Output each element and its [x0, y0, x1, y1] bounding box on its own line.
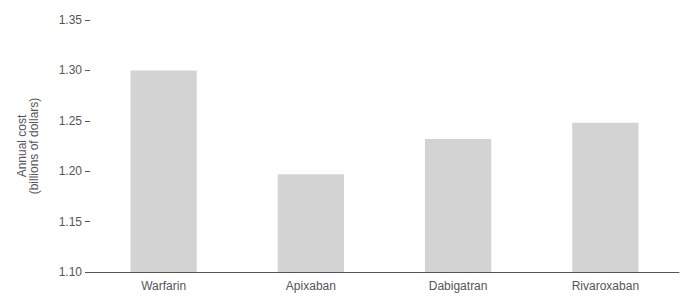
- svg-text:Annual cost: Annual cost: [15, 114, 29, 178]
- svg-text:1.25: 1.25: [59, 114, 83, 128]
- svg-text:Apixaban: Apixaban: [286, 279, 336, 293]
- svg-text:Dabigatran: Dabigatran: [429, 279, 488, 293]
- svg-text:Warfarin: Warfarin: [141, 279, 186, 293]
- svg-text:1.20: 1.20: [59, 164, 83, 178]
- svg-text:1.30: 1.30: [59, 63, 83, 77]
- svg-text:(billions of dollars): (billions of dollars): [27, 98, 41, 195]
- svg-text:1.35: 1.35: [59, 13, 83, 27]
- svg-text:1.10: 1.10: [59, 265, 83, 279]
- svg-text:Rivaroxaban: Rivaroxaban: [572, 279, 639, 293]
- svg-text:1.15: 1.15: [59, 215, 83, 229]
